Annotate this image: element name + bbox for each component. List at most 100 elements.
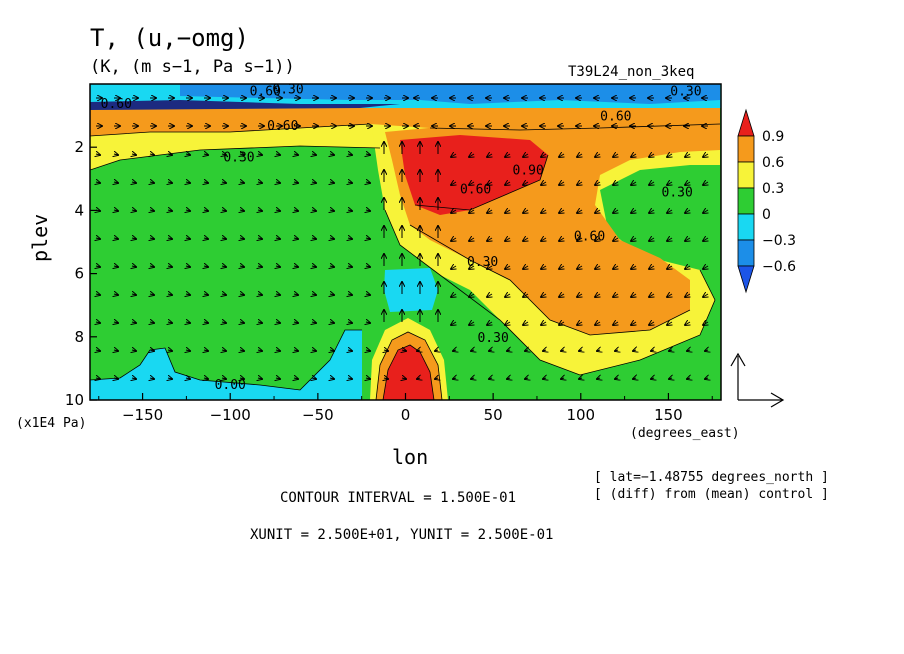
y-tick-label: 4 [74, 201, 84, 219]
wind-vector [366, 238, 370, 239]
wind-vector [294, 294, 298, 295]
wind-vector [523, 294, 528, 297]
wind-vector [613, 238, 618, 241]
wind-vector [240, 154, 244, 155]
chart-units: (K, (m s−1, Pa s−1)) [90, 57, 295, 77]
wind-vector [150, 210, 154, 211]
wind-vector [276, 294, 280, 295]
wind-vector [114, 210, 118, 211]
wind-vector [523, 182, 528, 185]
wind-vector [222, 350, 226, 351]
wind-vector [276, 154, 280, 155]
wind-vector [348, 182, 352, 183]
wind-vector [222, 182, 226, 183]
wind-vector [417, 378, 420, 379]
wind-vector [258, 182, 262, 183]
wind-vector [577, 154, 582, 157]
wind-vector [543, 350, 546, 351]
colorbar: 0.9 0.6 0.3 0 −0.3 −0.6 [737, 108, 796, 294]
wind-vector [150, 266, 154, 267]
wind-vector [240, 322, 244, 323]
wind-vector [507, 378, 510, 379]
wind-vector [366, 210, 370, 211]
wind-vector [366, 182, 370, 183]
contour-label: 0.30 [670, 84, 701, 99]
y-tick-label: 6 [74, 265, 84, 283]
wind-vector [507, 350, 510, 351]
wind-vector [703, 210, 708, 213]
wind-vector [523, 266, 528, 269]
wind-vector [451, 154, 456, 157]
wind-vector [366, 154, 370, 155]
contour-label: 0.30 [477, 331, 508, 346]
contour-label: 0.60 [101, 97, 132, 112]
wind-vector [186, 266, 190, 267]
wind-vector [168, 378, 172, 379]
wind-vector [294, 378, 298, 379]
wind-vector [631, 210, 636, 213]
wind-vector [489, 350, 492, 351]
wind-vector [222, 322, 226, 323]
wind-vector [402, 350, 406, 351]
wind-vector [114, 238, 118, 239]
wind-vector [451, 266, 456, 269]
wind-vector [366, 294, 370, 295]
wind-vector [667, 322, 672, 325]
wind-vector [649, 322, 654, 325]
wind-vector [487, 266, 492, 269]
wind-vector [631, 238, 636, 241]
wind-vector [633, 378, 636, 379]
wind-vector [132, 322, 136, 323]
wind-vector [366, 350, 370, 351]
contour-label: 0.60 [574, 230, 605, 245]
wind-vector [294, 154, 298, 155]
wind-vector [312, 266, 316, 267]
wind-vector [150, 350, 154, 351]
wind-vector [222, 378, 226, 379]
diff-note: [ (diff) from (mean) control ] [594, 487, 829, 502]
wind-vector [595, 210, 600, 213]
wind-vector [330, 238, 334, 239]
wind-vector [348, 210, 352, 211]
wind-vector [685, 238, 690, 241]
wind-vector [114, 266, 118, 267]
wind-vector [613, 154, 618, 157]
wind-vector [168, 210, 172, 211]
wind-vector [348, 350, 352, 351]
wind-vector [168, 238, 172, 239]
wind-vector [559, 322, 564, 325]
wind-vector [523, 210, 528, 213]
wind-vector [523, 238, 528, 241]
wind-vector [559, 294, 564, 297]
contour-labels: 0.300.600.600.900.600.300.300.300.000.30… [101, 83, 702, 393]
wind-vector [505, 210, 510, 213]
wind-vector [132, 378, 136, 379]
wind-vector [471, 378, 474, 379]
wind-vector [559, 238, 564, 241]
wind-vector [96, 266, 100, 267]
wind-vector [703, 182, 708, 185]
wind-vector [312, 154, 316, 155]
wind-vector [204, 266, 208, 267]
x-tick-label: 150 [654, 406, 683, 424]
wind-vector [595, 182, 600, 185]
wind-vector [348, 238, 352, 239]
wind-vector [541, 266, 546, 269]
y-tick-label: 2 [74, 138, 84, 156]
wind-vector [312, 210, 316, 211]
wind-vector [96, 182, 100, 183]
contour-label: 0.00 [215, 378, 246, 393]
wind-vector [615, 350, 618, 351]
wind-vector [577, 210, 582, 213]
colorbar-top-arrow [737, 108, 755, 137]
wind-vector [96, 378, 100, 379]
colorbar-segment [737, 239, 755, 267]
wind-vector [559, 266, 564, 269]
wind-vector [258, 378, 262, 379]
wind-vector [168, 154, 172, 155]
wind-vector [222, 154, 226, 155]
wind-vector [541, 154, 546, 157]
wind-vector [595, 154, 600, 157]
wind-vector [505, 266, 510, 269]
wind-vector [451, 182, 456, 185]
